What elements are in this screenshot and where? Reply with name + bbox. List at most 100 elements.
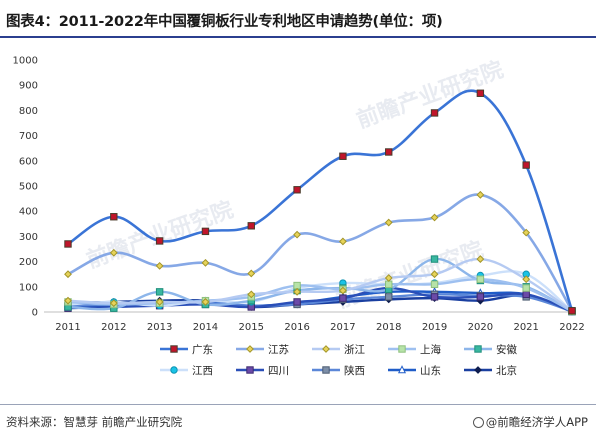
data-point-上海 xyxy=(293,281,301,290)
x-tick-label: 2011 xyxy=(55,322,80,333)
data-point-浙江 xyxy=(109,299,118,308)
legend-item-四川: 四川 xyxy=(236,365,289,377)
legend-swatch-marker xyxy=(322,345,330,353)
legend-label: 安徽 xyxy=(496,343,517,356)
y-tick-label: 400 xyxy=(19,207,38,218)
series-line-安徽 xyxy=(66,257,574,313)
data-point-四川 xyxy=(476,293,485,301)
legend-item-陕西: 陕西 xyxy=(312,364,365,377)
y-tick-label: 200 xyxy=(19,257,38,268)
legend-swatch-marker xyxy=(322,366,330,374)
legend-label: 北京 xyxy=(496,364,517,377)
legend-item-浙江: 浙江 xyxy=(312,344,365,356)
series-line-浙江 xyxy=(66,257,574,313)
data-point-上海 xyxy=(522,284,530,292)
data-point-上海 xyxy=(385,280,393,288)
y-tick-label: 1000 xyxy=(13,56,38,67)
data-point-广东 xyxy=(64,240,72,248)
legend-swatch-marker xyxy=(474,345,482,353)
data-point-浙江 xyxy=(430,270,439,279)
data-point-江苏 xyxy=(522,228,531,237)
series-line-上海 xyxy=(66,278,574,313)
x-tick-label: 2020 xyxy=(468,322,493,333)
data-point-浙江 xyxy=(247,290,256,299)
y-tick-label: 900 xyxy=(19,81,38,92)
legend-item-安徽: 安徽 xyxy=(464,343,517,356)
data-point-江苏 xyxy=(384,218,393,227)
legend-label: 浙江 xyxy=(344,344,365,356)
legend-label: 上海 xyxy=(420,343,441,356)
data-point-广东 xyxy=(155,237,164,245)
title-divider xyxy=(0,36,596,38)
data-point-四川 xyxy=(339,294,347,302)
data-point-广东 xyxy=(247,222,255,230)
x-tick-label: 2015 xyxy=(239,322,264,333)
legend-item-江西: 江西 xyxy=(160,365,213,377)
data-point-上海 xyxy=(430,280,439,288)
data-point-广东 xyxy=(201,227,210,236)
legend-swatch-marker xyxy=(170,366,178,374)
axes: 0 100 200 300 400 500 600 700 800 900 1000 2011 2012… xyxy=(13,56,585,334)
x-tick-label: 2012 xyxy=(101,322,126,333)
data-point-浙江 xyxy=(522,275,531,284)
data-point-江苏 xyxy=(201,258,210,267)
source-note: 资料来源：智慧芽 前瞻产业研究院 xyxy=(6,415,183,429)
data-point-广东 xyxy=(522,161,530,169)
y-tick-label: 100 xyxy=(19,282,38,293)
x-tick-label: 2022 xyxy=(559,322,584,333)
data-point-浙江 xyxy=(339,286,347,295)
data-point-广东 xyxy=(568,307,576,315)
watermark-2: 前瞻产业研究院 xyxy=(83,197,237,274)
legend-label: 江苏 xyxy=(268,343,289,356)
data-point-浙江 xyxy=(293,287,301,296)
series-lines xyxy=(66,89,574,313)
data-point-江苏 xyxy=(64,270,72,279)
x-tick-label: 2021 xyxy=(513,322,538,333)
legend-label: 广东 xyxy=(192,343,213,356)
data-point-江苏 xyxy=(339,237,347,246)
data-point-浙江 xyxy=(384,274,393,282)
data-point-四川 xyxy=(522,290,530,299)
y-tick-label: 800 xyxy=(19,106,38,117)
brand-logo-icon xyxy=(472,417,484,428)
data-point-四川 xyxy=(430,293,439,301)
data-point-四川 xyxy=(293,298,301,306)
data-point-江苏 xyxy=(430,213,439,222)
legend-swatch-marker xyxy=(398,345,406,353)
data-point-上海 xyxy=(476,275,485,283)
y-tick-label: 700 xyxy=(19,131,38,142)
data-point-浙江 xyxy=(64,296,72,305)
legend-swatch-marker xyxy=(246,345,254,353)
data-point-江苏 xyxy=(293,230,301,239)
chart-title: 图表4：2011-2022年中国覆铜板行业专利地区申请趋势(单位：项) xyxy=(6,14,443,30)
x-tick-label: 2014 xyxy=(193,322,218,333)
data-point-安徽 xyxy=(155,288,164,296)
legend-swatch-marker xyxy=(474,366,482,374)
legend-item-广东: 广东 xyxy=(160,343,213,356)
legend-swatch-marker xyxy=(246,366,254,374)
y-tick-label: 300 xyxy=(19,232,38,243)
legend-item-江苏: 江苏 xyxy=(236,343,289,356)
legend-swatch-marker xyxy=(170,345,178,353)
data-point-江苏 xyxy=(247,269,256,278)
y-tick-label: 600 xyxy=(19,156,38,167)
legend-item-上海: 上海 xyxy=(388,343,441,356)
x-tick-label: 2017 xyxy=(330,322,355,333)
data-point-广东 xyxy=(476,89,485,97)
legend-item-山东: 山东 xyxy=(388,364,441,377)
data-point-浙江 xyxy=(201,298,210,306)
data-point-江苏 xyxy=(155,261,164,270)
y-tick-label: 500 xyxy=(19,182,38,193)
x-tick-label: 2013 xyxy=(147,322,172,333)
legend-label: 江西 xyxy=(192,365,213,377)
data-point-浙江 xyxy=(155,298,164,306)
brand-text: @前瞻经济学人APP xyxy=(485,415,588,429)
data-point-广东 xyxy=(385,148,393,156)
legend-item-北京: 北京 xyxy=(464,364,517,377)
x-tick-label: 2016 xyxy=(284,322,309,333)
data-point-广东 xyxy=(339,152,347,160)
series-line-江西 xyxy=(66,270,574,313)
legend-label: 四川 xyxy=(268,365,289,377)
